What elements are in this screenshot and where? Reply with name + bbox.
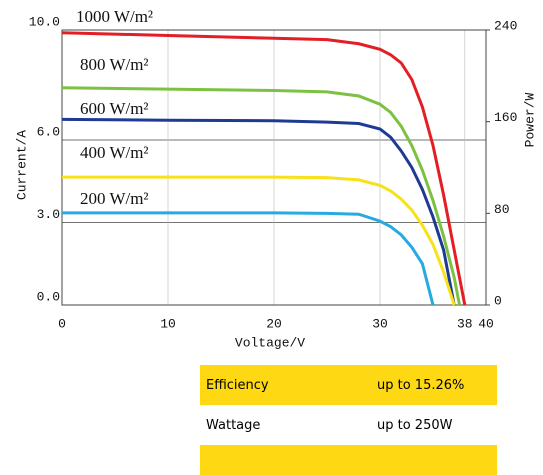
y-axis-label: Current/A xyxy=(14,130,29,200)
y2-axis-label: Power/W xyxy=(522,92,537,147)
chart: Voltage/V Current/A Power/W 0.0 3.0 6.0 10.… xyxy=(14,7,537,351)
x-tick-label: 20 xyxy=(266,316,282,331)
table-row: Wattage up to 250W xyxy=(200,405,497,445)
y2-tick-label: 0 xyxy=(494,293,502,308)
x-tick-label: 38 xyxy=(457,316,473,331)
y2-tick-label: 80 xyxy=(494,202,510,217)
y2-tick-label: 160 xyxy=(494,110,517,125)
y-tick-label: 6.0 xyxy=(37,124,60,139)
cell: up to 15.26% xyxy=(377,377,465,393)
series-line xyxy=(61,31,467,306)
cell: Wattage xyxy=(206,417,261,433)
y-tick-label: 3.0 xyxy=(37,207,60,222)
plot-frame xyxy=(61,29,487,306)
spec-table: Efficiency up to 15.26% Wattage up to 250W xyxy=(200,365,497,475)
legend-label: 800 W/m² xyxy=(80,55,149,74)
x-tick-label: 0 xyxy=(58,316,66,331)
x-axis-label: Voltage/V xyxy=(235,335,305,350)
cell: Efficiency xyxy=(206,377,269,393)
x-tick-label: 30 xyxy=(372,316,388,331)
y2-tick-label: 240 xyxy=(494,18,517,33)
legend-label: 1000 W/m² xyxy=(76,7,153,26)
series-line xyxy=(62,175,456,306)
table-row xyxy=(200,445,497,475)
y-tick-label: 10.0 xyxy=(29,14,60,29)
series-line xyxy=(61,117,456,306)
legend-label: 600 W/m² xyxy=(80,99,149,118)
legend-label: 200 W/m² xyxy=(80,189,149,208)
series-line xyxy=(61,86,461,306)
table-row: Efficiency up to 15.26% xyxy=(200,365,497,405)
cell: up to 250W xyxy=(377,417,453,433)
x-tick-label: 10 xyxy=(160,316,176,331)
legend-label: 400 W/m² xyxy=(80,143,149,162)
y-tick-label: 0.0 xyxy=(37,289,60,304)
x-tick-label: 40 xyxy=(478,316,494,331)
series-line xyxy=(62,211,435,306)
